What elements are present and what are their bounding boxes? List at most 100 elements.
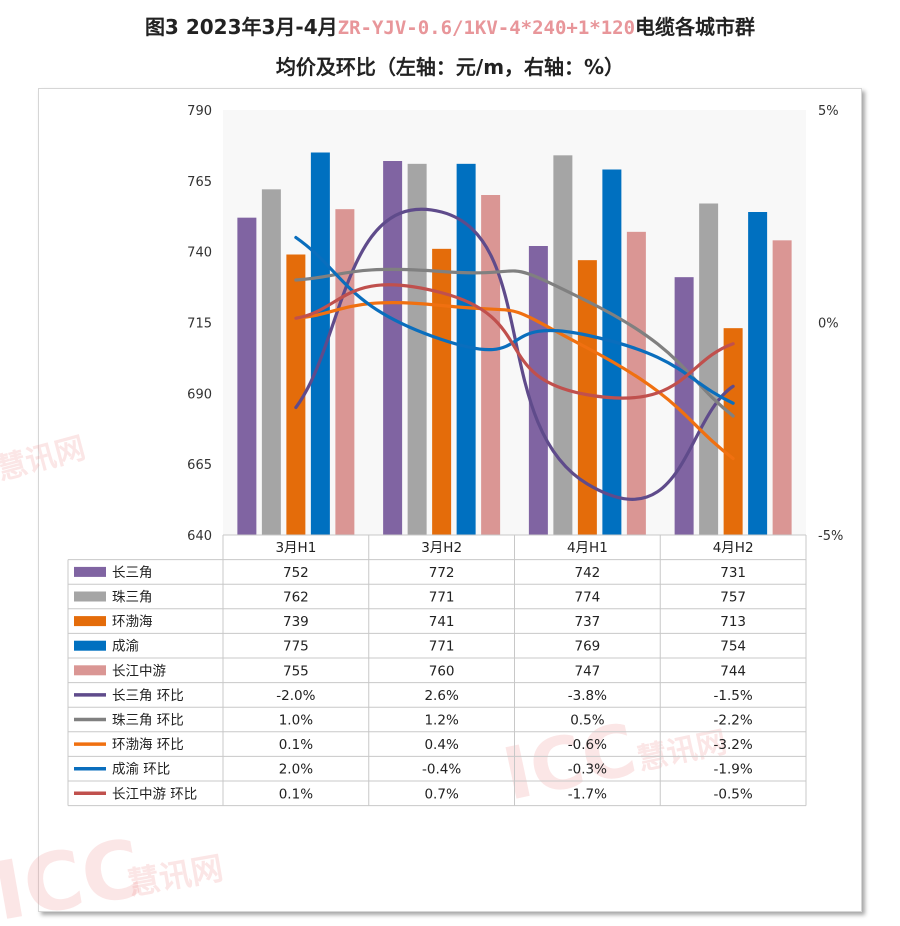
legend-label: 珠三角 环比	[112, 713, 184, 729]
table-cell-value: 744	[720, 663, 746, 679]
watermark-name: 慧讯网	[125, 849, 226, 903]
table-cell-value: -2.0%	[276, 688, 315, 704]
category-label: 3月H1	[275, 540, 316, 556]
table-cell-value: 1.2%	[424, 713, 458, 729]
legend-swatch	[74, 616, 106, 627]
table-cell-value: 772	[429, 565, 455, 581]
left-axis-tick-label: 690	[187, 387, 212, 402]
table-cell-value: 754	[720, 639, 746, 655]
legend-label: 环渤海 环比	[112, 737, 184, 753]
legend-label: 珠三角	[112, 590, 153, 606]
bar	[407, 163, 427, 536]
table-cell-value: -0.3%	[568, 762, 607, 778]
table-cell-value: 0.4%	[424, 737, 458, 753]
table-cell-value: -0.4%	[422, 762, 461, 778]
right-axis-tick-label: 5%	[818, 104, 839, 119]
table-cell-value: 774	[574, 590, 600, 606]
bar	[626, 231, 646, 536]
bar	[432, 248, 452, 536]
chart-title-line2: 均价及环比（左轴：元/m，右轴：%）	[275, 55, 625, 79]
table-cell-value: 737	[574, 614, 600, 630]
table-cell-value: 1.0%	[279, 713, 313, 729]
table-cell-value: -1.5%	[714, 688, 753, 704]
left-axis-tick-label: 640	[187, 529, 212, 544]
bar	[528, 246, 548, 535]
left-axis-tick-label: 740	[187, 246, 212, 261]
legend-swatch	[74, 591, 106, 602]
legend-label: 长江中游 环比	[112, 786, 197, 802]
title-suffix: 电缆各城市群	[635, 15, 756, 39]
table-cell-value: -1.9%	[714, 762, 753, 778]
series-line	[294, 301, 735, 461]
table-cell-value: -1.7%	[568, 786, 607, 802]
bar	[286, 254, 306, 535]
series-line	[294, 283, 735, 400]
table-cell-value: 713	[720, 614, 746, 630]
table-cell-value: 2.0%	[279, 762, 313, 778]
table-cell-value: 741	[429, 614, 455, 630]
table-cell-value: 0.1%	[279, 737, 313, 753]
table-cell-value: 755	[283, 663, 309, 679]
table-cell-value: 771	[429, 639, 455, 655]
table-cell-value: 760	[429, 663, 455, 679]
bar	[237, 217, 257, 535]
legend-swatch	[74, 665, 106, 676]
bar	[481, 195, 501, 535]
bar	[335, 209, 355, 535]
bar	[602, 169, 622, 535]
bar	[772, 240, 792, 536]
bar	[383, 161, 403, 535]
legend-label: 长三角	[112, 565, 153, 581]
left-axis-tick-label: 765	[187, 175, 212, 190]
table-cell-value: 771	[429, 590, 455, 606]
bar	[723, 328, 743, 535]
table-cell-value: 0.5%	[570, 713, 604, 729]
right-axis-tick-label: 0%	[818, 317, 839, 332]
left-axis-tick-label: 790	[187, 104, 212, 119]
legend-label: 成渝 环比	[112, 762, 170, 778]
legend-label: 成渝	[112, 639, 139, 655]
table-cell-value: 757	[720, 590, 746, 606]
table-cell-value: -3.8%	[568, 688, 607, 704]
category-label: 4月H1	[567, 540, 608, 556]
bar	[748, 212, 768, 535]
bar	[261, 189, 281, 536]
bar	[699, 203, 719, 535]
bar	[577, 260, 597, 535]
legend-label: 长三角 环比	[112, 688, 184, 704]
chart-title: 图3 2023年3月-4月ZR-YJV-0.6/1KV-4*240+1*120电…	[0, 8, 900, 86]
legend-swatch	[74, 566, 106, 577]
title-product: ZR-YJV-0.6/1KV-4*240+1*120	[337, 17, 636, 39]
bar	[456, 163, 476, 536]
chart-title-line1: 图3 2023年3月-4月ZR-YJV-0.6/1KV-4*240+1*120电…	[0, 8, 900, 46]
table-cell-value: 0.7%	[424, 786, 458, 802]
legend-label: 长江中游	[112, 663, 166, 679]
table-cell-value: 731	[720, 565, 746, 581]
table-cell-value: 769	[574, 639, 600, 655]
table-cell-value: 739	[283, 614, 309, 630]
table-cell-value: -0.5%	[714, 786, 753, 802]
table-cell-value: 0.1%	[279, 786, 313, 802]
table-cell-value: 747	[574, 663, 600, 679]
legend-swatch	[74, 640, 106, 651]
table-cell-value: 762	[283, 590, 309, 606]
title-prefix: 图3 2023年3月-4月	[144, 15, 338, 39]
bar	[553, 155, 573, 536]
series-line	[294, 267, 735, 418]
left-axis-tick-label: 715	[187, 317, 212, 332]
table-cell-value: -3.2%	[714, 737, 753, 753]
watermark-name: 慧讯网	[0, 431, 89, 488]
table-cell-value: 752	[283, 565, 309, 581]
table-cell-value: 775	[283, 639, 309, 655]
table-cell-value: 2.6%	[424, 688, 458, 704]
left-axis-tick-label: 665	[187, 458, 212, 473]
category-label: 4月H2	[713, 540, 754, 556]
bar	[310, 152, 330, 535]
plot-area	[223, 110, 806, 535]
legend-label: 环渤海	[112, 614, 153, 630]
table-cell-value: -2.2%	[714, 713, 753, 729]
table-cell-value: 742	[574, 565, 600, 581]
right-axis-tick-label: -5%	[818, 529, 843, 544]
category-label: 3月H2	[421, 540, 462, 556]
